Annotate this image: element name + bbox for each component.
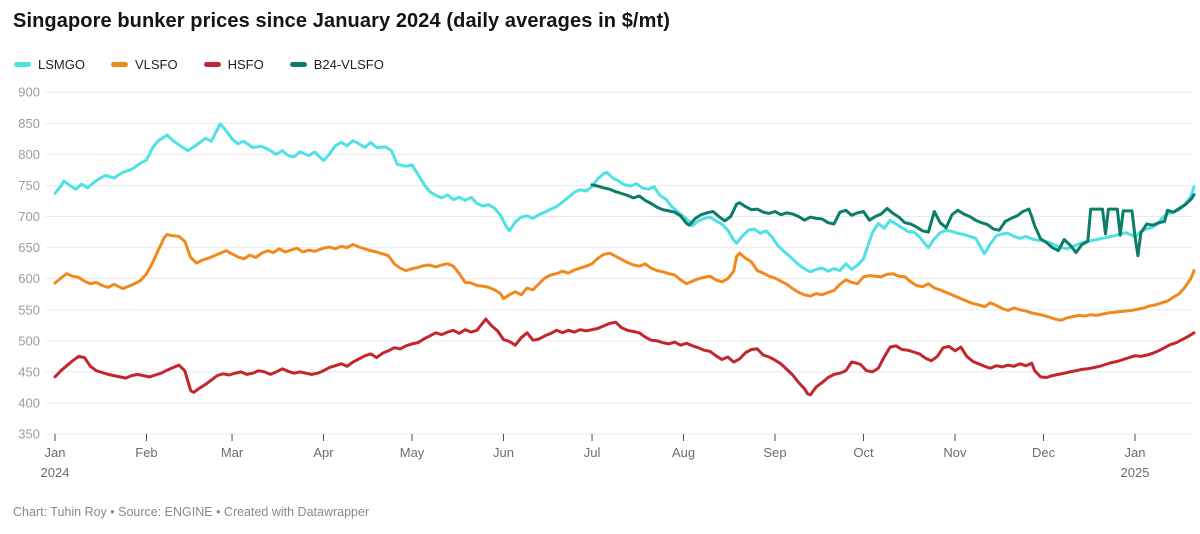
x-tick-label: May <box>400 445 425 460</box>
series-line-hsfo <box>53 317 1196 397</box>
legend-label: VLSFO <box>134 57 178 72</box>
y-tick-label: 750 <box>18 178 40 193</box>
x-tick-label: Dec <box>1032 445 1056 460</box>
legend-swatch-icon <box>14 62 31 67</box>
legend-label: HSFO <box>227 57 264 72</box>
y-tick-label: 450 <box>18 364 40 379</box>
x-tick-label: Aug <box>672 445 695 460</box>
legend-swatch-icon <box>289 62 307 67</box>
legend-label: B24-VLSFO <box>313 57 384 72</box>
x-tick-label: Feb <box>135 445 157 460</box>
y-tick-label: 900 <box>18 85 40 100</box>
x-tick-label: Apr <box>313 445 334 460</box>
y-tick-label: 500 <box>18 333 40 348</box>
legend-label: LSMGO <box>38 57 85 72</box>
legend-item-b24-vlsfo: B24-VLSFO <box>289 57 384 72</box>
legend-item-hsfo: HSFO <box>203 57 264 72</box>
y-tick-label: 700 <box>18 209 40 224</box>
chart-title: Singapore bunker prices since January 20… <box>13 10 670 32</box>
x-tick-label: Sep <box>763 445 786 460</box>
y-tick-label: 600 <box>18 271 40 286</box>
x-tick-year-label: 2025 <box>1121 465 1150 480</box>
x-tick-label: Jan <box>45 445 66 460</box>
legend-item-vlsfo: VLSFO <box>110 57 178 72</box>
x-tick-label: Jul <box>584 445 601 460</box>
series-line-b24-vlsfo <box>590 183 1196 258</box>
y-tick-label: 550 <box>18 302 40 317</box>
legend-swatch-icon <box>110 62 128 67</box>
legend-swatch-icon <box>203 62 221 67</box>
x-tick-label: Mar <box>221 445 244 460</box>
y-tick-label: 800 <box>18 147 40 162</box>
x-tick-label: Nov <box>943 445 967 460</box>
y-tick-label: 850 <box>18 116 40 131</box>
x-tick-label: Jun <box>493 445 514 460</box>
chart-legend: LSMGO VLSFO HSFO B24-VLSFO <box>14 57 384 72</box>
x-tick-label: Oct <box>853 445 874 460</box>
y-tick-label: 650 <box>18 240 40 255</box>
legend-item-lsmgo: LSMGO <box>14 57 85 72</box>
x-tick-year-label: 2024 <box>41 465 70 480</box>
chart-footer: Chart: Tuhin Roy • Source: ENGINE • Crea… <box>13 505 370 519</box>
y-tick-label: 350 <box>18 427 40 442</box>
series-line-lsmgo <box>53 122 1196 274</box>
x-tick-label: Jan <box>1125 445 1146 460</box>
series-line-vlsfo <box>53 233 1196 322</box>
y-tick-label: 400 <box>18 396 40 411</box>
